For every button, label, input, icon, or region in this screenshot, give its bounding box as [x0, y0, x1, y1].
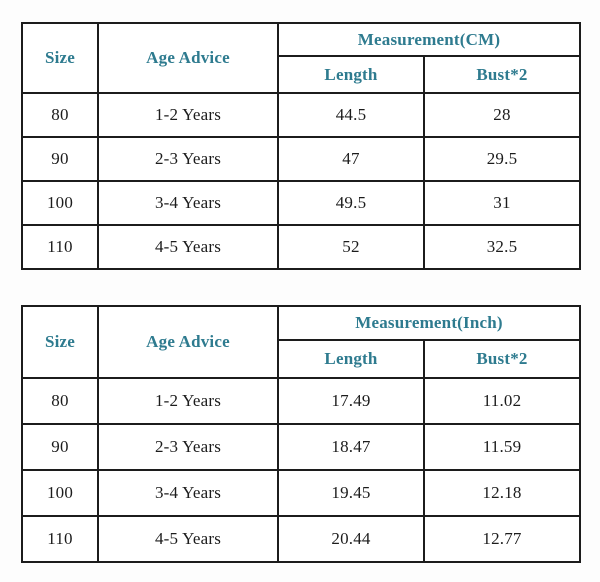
cell-length: 47: [277, 136, 425, 182]
cell-age-advice: 3-4 Years: [97, 469, 279, 517]
col-header-length: Length: [277, 55, 425, 94]
col-header-age-advice: Age Advice: [97, 22, 279, 94]
cell-bust: 32.5: [422, 224, 582, 270]
cell-age-advice: 1-2 Years: [97, 377, 279, 425]
table-row: 110 4-5 Years 52 32.5: [21, 224, 582, 270]
col-header-measurement-cm: Measurement(CM): [276, 22, 582, 57]
col-header-size: Size: [21, 305, 99, 379]
cell-size: 90: [21, 423, 99, 471]
col-header-measurement-inch: Measurement(Inch): [277, 305, 581, 341]
table-row: 90 2-3 Years 47 29.5: [21, 136, 582, 182]
cell-bust: 29.5: [422, 136, 582, 182]
cell-length: 18.47: [277, 423, 425, 471]
table-row: 80 1-2 Years 17.49 11.02: [21, 377, 581, 425]
table-row: 80 1-2 Years 44.5 28: [21, 92, 582, 138]
cell-bust: 12.18: [423, 469, 581, 517]
cell-length: 44.5: [277, 92, 425, 138]
cell-length: 20.44: [277, 515, 425, 563]
size-table-inch: Size Age Advice Measurement(Inch) Length…: [21, 305, 581, 563]
cell-bust: 11.02: [423, 377, 581, 425]
col-header-bust: Bust*2: [422, 55, 582, 94]
cell-bust: 31: [422, 180, 582, 226]
cell-bust: 12.77: [423, 515, 581, 563]
col-header-bust: Bust*2: [423, 339, 581, 379]
header-row-sub: Length Bust*2: [22, 55, 582, 94]
cell-length: 49.5: [277, 180, 425, 226]
cell-age-advice: 1-2 Years: [97, 92, 279, 138]
cell-size: 90: [21, 136, 99, 182]
table-row: 90 2-3 Years 18.47 11.59: [21, 423, 581, 471]
cell-size: 80: [21, 92, 99, 138]
size-chart-page: Size Age Advice Measurement(CM) Length B…: [21, 22, 582, 563]
cell-age-advice: 3-4 Years: [97, 180, 279, 226]
col-header-size: Size: [21, 22, 99, 94]
table-row: 110 4-5 Years 20.44 12.77: [21, 515, 581, 563]
cell-age-advice: 4-5 Years: [97, 224, 279, 270]
cell-size: 80: [21, 377, 99, 425]
cell-length: 19.45: [277, 469, 425, 517]
cell-size: 110: [21, 224, 99, 270]
cell-length: 52: [277, 224, 425, 270]
cell-bust: 28: [422, 92, 582, 138]
header-row-top: Size Age Advice Measurement(CM): [21, 22, 582, 94]
cell-bust: 11.59: [423, 423, 581, 471]
cell-age-advice: 4-5 Years: [97, 515, 279, 563]
size-table-cm: Size Age Advice Measurement(CM) Length B…: [21, 22, 582, 270]
cell-size: 100: [21, 180, 99, 226]
cell-size: 110: [21, 515, 99, 563]
cell-age-advice: 2-3 Years: [97, 136, 279, 182]
header-row-top: Size Age Advice Measurement(Inch): [21, 305, 581, 379]
cell-length: 17.49: [277, 377, 425, 425]
cell-size: 100: [21, 469, 99, 517]
col-header-age-advice: Age Advice: [97, 305, 279, 379]
cell-age-advice: 2-3 Years: [97, 423, 279, 471]
table-row: 100 3-4 Years 19.45 12.18: [21, 469, 581, 517]
col-header-length: Length: [277, 339, 425, 379]
header-row-sub: Length Bust*2: [22, 339, 581, 379]
table-row: 100 3-4 Years 49.5 31: [21, 180, 582, 226]
